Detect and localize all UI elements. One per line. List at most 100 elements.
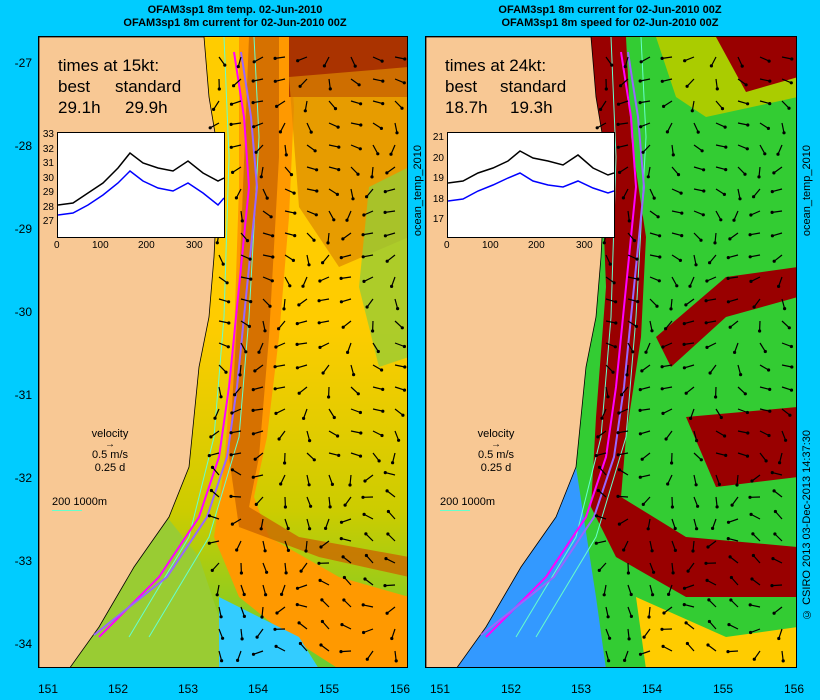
- current-arrow-head: [229, 102, 234, 106]
- current-arrow: [327, 232, 330, 243]
- current-arrow-head: [766, 126, 770, 130]
- current-arrow: [275, 386, 286, 390]
- current-arrow-head: [342, 575, 346, 580]
- current-arrow-head: [273, 627, 277, 631]
- current-arrow-head: [219, 395, 223, 399]
- current-arrow: [262, 584, 267, 595]
- current-arrow-head: [321, 261, 325, 265]
- current-arrow-head: [789, 344, 793, 349]
- current-arrow: [256, 628, 264, 638]
- left-best-value: 29.1h: [58, 98, 101, 117]
- current-arrow-head: [657, 279, 661, 283]
- current-arrow-head: [772, 171, 776, 175]
- current-arrow-head: [699, 238, 703, 242]
- current-arrow-head: [784, 438, 788, 442]
- current-arrow-head: [638, 388, 642, 392]
- current-arrow: [693, 430, 698, 441]
- current-arrow: [728, 624, 739, 630]
- current-arrows: [594, 56, 794, 663]
- current-arrow: [774, 511, 783, 520]
- current-arrow: [237, 650, 242, 661]
- left-times-heading: times at 15kt:: [58, 56, 160, 75]
- current-arrow: [363, 276, 374, 282]
- current-arrow: [737, 452, 748, 457]
- current-arrow-head: [661, 644, 665, 649]
- current-arrow-head: [274, 411, 278, 415]
- current-arrow: [253, 122, 264, 128]
- current-arrow: [275, 645, 286, 652]
- current-arrow: [240, 584, 245, 595]
- current-arrow: [640, 474, 651, 478]
- current-arrow-head: [662, 611, 666, 615]
- current-arrow-head: [640, 369, 644, 373]
- current-arrow-head: [213, 416, 217, 420]
- current-arrow: [627, 232, 635, 241]
- current-arrow-head: [346, 350, 350, 354]
- current-arrow: [253, 100, 264, 104]
- current-arrow-head: [248, 257, 252, 261]
- current-arrow-head: [635, 257, 639, 261]
- current-arrow-head: [402, 388, 407, 392]
- current-arrow-head: [342, 598, 346, 602]
- current-arrow: [624, 56, 629, 67]
- current-arrow-head: [772, 259, 776, 263]
- current-arrow: [385, 232, 396, 237]
- speed-scale: 0.5 m/s: [477, 449, 515, 461]
- current-arrow-head: [365, 657, 369, 661]
- current-arrow-head: [242, 614, 246, 619]
- current-arrow-head: [361, 495, 365, 499]
- current-arrow-head: [292, 191, 296, 195]
- fast-current-core: [576, 37, 796, 597]
- current-arrow-head: [750, 479, 754, 483]
- current-arrow-head: [264, 593, 268, 597]
- lon-tick: 153: [570, 682, 592, 696]
- current-arrow-head: [307, 263, 311, 267]
- current-arrow: [734, 342, 739, 353]
- current-arrow-head: [295, 366, 299, 370]
- current-arrow-head: [352, 373, 356, 377]
- current-arrow-head: [383, 210, 387, 214]
- current-arrow: [239, 364, 242, 375]
- current-arrow: [640, 650, 651, 655]
- current-arrow: [649, 232, 660, 237]
- current-arrow: [649, 540, 653, 551]
- current-arrow-head: [757, 175, 761, 179]
- current-arrow-head: [296, 59, 300, 63]
- current-arrow: [319, 342, 330, 348]
- current-arrow: [297, 342, 308, 345]
- current-arrow: [362, 232, 374, 236]
- current-arrow-head: [339, 650, 343, 654]
- current-arrow: [209, 515, 220, 520]
- current-arrow: [366, 650, 374, 660]
- current-arrow: [297, 604, 308, 608]
- current-arrow-head: [777, 284, 781, 288]
- current-arrow-head: [658, 234, 662, 238]
- current-arrow: [350, 364, 355, 375]
- current-arrow-head: [356, 392, 360, 396]
- current-arrow: [599, 467, 607, 476]
- left-axis-variable-label: ocean_temp_2010: [412, 145, 424, 237]
- current-arrow-head: [270, 279, 274, 283]
- depth-label: 200 1000m: [52, 496, 108, 508]
- current-arrow-head: [782, 131, 786, 135]
- current-arrow: [641, 452, 651, 460]
- current-arrow-head: [277, 437, 281, 441]
- current-arrow-head: [209, 488, 213, 493]
- current-arrow: [391, 628, 396, 639]
- current-arrow-head: [227, 300, 231, 304]
- current-arrow-head: [726, 276, 730, 280]
- current-arrow: [627, 342, 634, 353]
- current-arrow: [749, 232, 761, 236]
- velocity-arrow-icon: →: [105, 439, 115, 450]
- current-arrow: [283, 298, 286, 309]
- current-arrow-head: [678, 258, 682, 262]
- current-arrow-head: [770, 471, 774, 475]
- current-arrow: [232, 518, 242, 525]
- current-arrow: [671, 144, 674, 155]
- current-arrow-head: [616, 453, 620, 457]
- current-arrow: [209, 540, 220, 544]
- current-arrow: [391, 276, 396, 287]
- current-arrow-head: [332, 415, 336, 420]
- current-arrow-head: [265, 196, 269, 200]
- current-arrow: [649, 562, 655, 573]
